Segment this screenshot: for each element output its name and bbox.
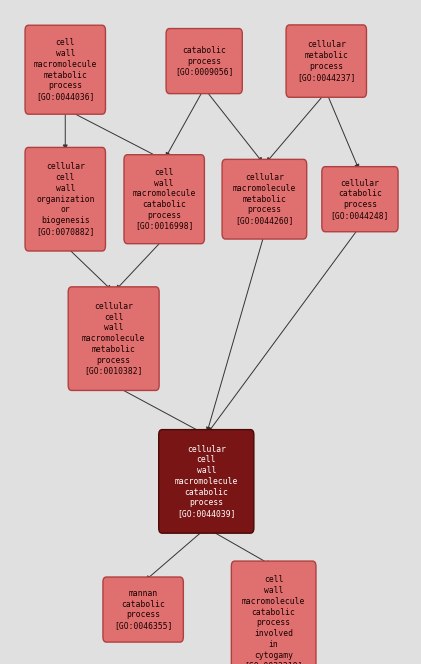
Text: cell
wall
macromolecule
catabolic
process
[GO:0016998]: cell wall macromolecule catabolic proces…	[133, 168, 196, 230]
Text: cellular
catabolic
process
[GO:0044248]: cellular catabolic process [GO:0044248]	[331, 179, 389, 220]
Text: cellular
metabolic
process
[GO:0044237]: cellular metabolic process [GO:0044237]	[297, 41, 355, 82]
Text: cellular
macromolecule
metabolic
process
[GO:0044260]: cellular macromolecule metabolic process…	[233, 173, 296, 225]
Text: cellular
cell
wall
macromolecule
catabolic
process
[GO:0044039]: cellular cell wall macromolecule catabol…	[175, 445, 238, 518]
Text: cellular
cell
wall
macromolecule
metabolic
process
[GO:0010382]: cellular cell wall macromolecule metabol…	[82, 302, 145, 375]
FancyBboxPatch shape	[222, 159, 306, 239]
FancyBboxPatch shape	[232, 561, 316, 664]
Text: cell
wall
macromolecule
metabolic
process
[GO:0044036]: cell wall macromolecule metabolic proces…	[34, 39, 97, 101]
FancyBboxPatch shape	[124, 155, 205, 244]
Text: mannan
catabolic
process
[GO:0046355]: mannan catabolic process [GO:0046355]	[114, 589, 172, 630]
FancyBboxPatch shape	[286, 25, 366, 97]
Text: cellular
cell
wall
organization
or
biogenesis
[GO:0070882]: cellular cell wall organization or bioge…	[36, 163, 94, 236]
FancyBboxPatch shape	[103, 577, 184, 642]
FancyBboxPatch shape	[322, 167, 398, 232]
Text: cell
wall
macromolecule
catabolic
process
involved
in
cytogamy
[GO:0032219]: cell wall macromolecule catabolic proces…	[242, 575, 305, 664]
FancyBboxPatch shape	[68, 287, 159, 390]
FancyBboxPatch shape	[159, 430, 254, 533]
FancyBboxPatch shape	[25, 25, 105, 114]
FancyBboxPatch shape	[25, 147, 105, 251]
Text: catabolic
process
[GO:0009056]: catabolic process [GO:0009056]	[175, 46, 233, 76]
FancyBboxPatch shape	[166, 29, 242, 94]
